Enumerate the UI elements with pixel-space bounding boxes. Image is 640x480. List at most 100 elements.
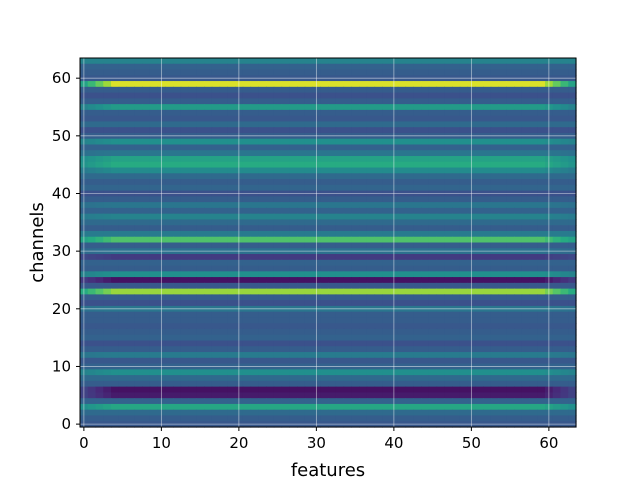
heatmap-cell [188,161,197,169]
heatmap-cell [529,403,538,411]
heatmap-cell [180,161,190,169]
heatmap-cell [258,144,267,151]
heatmap-cell [196,202,205,209]
heatmap-cell [397,173,407,180]
heatmap-cell [537,115,546,123]
heatmap-cell [180,109,190,117]
heatmap-cell [250,81,259,88]
heatmap-cell [405,415,414,422]
heatmap-cell [103,81,112,88]
heatmap-cell [459,127,469,134]
heatmap-cell [297,352,306,359]
heatmap-cell [328,311,337,319]
heatmap-cell [529,375,538,382]
heatmap-cell [266,86,275,94]
heatmap-cell [483,115,492,123]
heatmap-cell [204,230,213,238]
heatmap-cell [459,202,469,209]
heatmap-cell [242,288,252,295]
heatmap-cell [568,144,577,151]
heatmap-cell [227,179,236,186]
heatmap-cell [359,184,368,192]
heatmap-cell [359,300,368,307]
heatmap-cell [211,380,221,388]
heatmap-cell [529,254,538,261]
heatmap-cell [421,98,430,105]
heatmap-cell [204,225,213,232]
heatmap-cell [351,271,360,278]
heatmap-cell [258,219,267,226]
heatmap-cell [568,409,577,417]
heatmap-cell [180,202,190,209]
heatmap-cell [142,357,151,365]
heatmap-cell [529,207,538,215]
heatmap-cell [165,323,174,330]
heatmap-cell [475,392,484,399]
heatmap-cell [537,254,546,261]
heatmap-cell [95,161,104,169]
heatmap-cell [149,265,159,272]
heatmap-cell [173,259,182,267]
heatmap-cell [335,58,345,65]
heatmap-cell [452,115,461,123]
heatmap-cell [552,115,562,123]
heatmap-cell [149,236,159,244]
heatmap-cell [204,254,213,261]
heatmap-cell [219,150,228,157]
heatmap-cell [560,334,569,342]
heatmap-cell [514,219,523,226]
heatmap-cell [165,196,174,203]
heatmap-cell [118,300,128,307]
heatmap-cell [444,294,453,301]
heatmap-cell [452,173,461,180]
heatmap-cell [452,415,461,422]
heatmap-cell [258,81,267,88]
heatmap-cell [142,184,151,192]
heatmap-cell [87,294,97,301]
heatmap-cell [320,340,329,347]
heatmap-cell [459,409,469,417]
heatmap-cell [405,242,414,249]
heatmap-cell [118,323,128,330]
heatmap-cell [475,138,484,146]
heatmap-cell [149,109,159,117]
heatmap-cell [149,254,159,261]
heatmap-cell [289,173,298,180]
heatmap-cell [258,230,267,238]
heatmap-cell [281,109,290,117]
heatmap-cell [552,179,562,186]
heatmap-cell [304,109,314,117]
heatmap-cell [266,179,275,186]
heatmap-cell [180,184,190,192]
heatmap-cell [382,127,391,134]
heatmap-cell [374,288,383,295]
heatmap-cell [219,375,228,382]
heatmap-cell [537,81,546,88]
heatmap-cell [273,144,283,151]
heatmap-cell [382,254,391,261]
heatmap-cell [359,357,368,365]
heatmap-cell [359,121,368,128]
heatmap-cell [428,58,438,65]
heatmap-cell [405,352,414,359]
heatmap-cell [142,179,151,186]
heatmap-cell [351,121,360,128]
heatmap-cell [444,161,453,169]
heatmap-cell [521,265,531,272]
heatmap-cell [514,115,523,123]
heatmap-cell [475,346,484,353]
y-tick-label: 20 [52,300,71,318]
heatmap-cell [219,104,228,111]
heatmap-cell [374,213,383,221]
heatmap-cell [289,58,298,65]
heatmap-cell [490,380,500,388]
heatmap-cell [475,294,484,301]
heatmap-cell [165,242,174,249]
heatmap-cell [188,230,197,238]
heatmap-cell [490,375,500,382]
heatmap-cell [397,271,407,278]
heatmap-cell [297,282,306,290]
heatmap-cell [273,323,283,330]
heatmap-cell [366,254,376,261]
heatmap-cell [250,207,259,215]
